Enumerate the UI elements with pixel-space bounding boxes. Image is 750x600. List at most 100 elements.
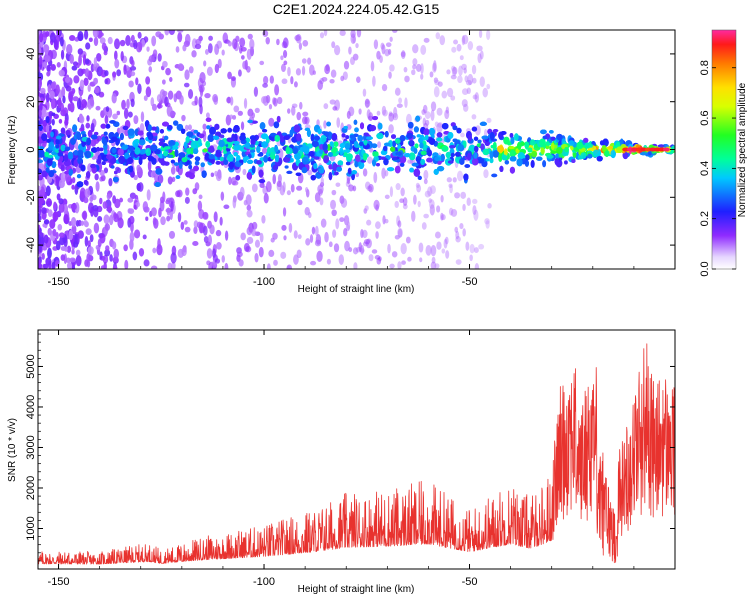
spectrogram-cell bbox=[648, 150, 652, 156]
spectrogram-cell bbox=[60, 171, 67, 183]
spectrogram-cell bbox=[459, 55, 464, 61]
spectrogram-cell bbox=[71, 177, 76, 184]
spectrogram-cell bbox=[447, 160, 454, 164]
spectrogram-cell bbox=[413, 168, 421, 177]
spectrogram-cell bbox=[210, 172, 215, 178]
spectrogram-cell bbox=[166, 207, 171, 216]
spectrogram-cell bbox=[283, 60, 288, 66]
spectrogram-cell bbox=[368, 254, 374, 262]
spectrogram-cell bbox=[130, 71, 136, 77]
spectrogram-cell bbox=[265, 95, 271, 104]
spectrogram-cell bbox=[104, 114, 109, 125]
spectrogram-cell bbox=[467, 40, 474, 51]
spectrogram-cell bbox=[84, 151, 92, 159]
snr-y-tick-label: 5000 bbox=[25, 354, 37, 378]
spectrogram-cell bbox=[38, 168, 42, 175]
spectrogram-cell bbox=[379, 55, 383, 63]
spectrogram-cell bbox=[362, 153, 368, 161]
spectrogram-cell bbox=[409, 167, 415, 173]
spectrogram-cell bbox=[68, 229, 74, 241]
spectrogram-cell bbox=[53, 39, 59, 50]
spectrogram-cell bbox=[286, 170, 293, 174]
spectrogram-cell bbox=[185, 187, 190, 196]
spectrogram-cell bbox=[433, 86, 440, 98]
spectrogram-cell bbox=[446, 87, 454, 98]
spectrogram-cell bbox=[59, 36, 64, 47]
spectrogram-y-label: Frequency (Hz) bbox=[7, 116, 18, 185]
spectrogram-cell bbox=[478, 243, 485, 250]
spectrogram-cell bbox=[94, 131, 99, 136]
spectrogram-cell bbox=[396, 103, 403, 108]
spectrogram-cell bbox=[413, 194, 417, 205]
spectrogram-cell bbox=[473, 209, 479, 221]
spectrogram-cell bbox=[147, 133, 154, 141]
spectrogram-cell bbox=[58, 118, 63, 124]
spectrogram-cell bbox=[203, 212, 209, 220]
spectrogram-cell bbox=[207, 234, 212, 246]
spectrogram-cell bbox=[286, 190, 291, 196]
spectrogram-cell bbox=[242, 60, 247, 70]
spectrogram-cell bbox=[254, 107, 260, 113]
spectrogram-cell bbox=[131, 59, 135, 67]
spectrogram-cell bbox=[477, 157, 485, 164]
spectrogram-cell bbox=[63, 154, 69, 162]
spectrogram-cell bbox=[265, 37, 270, 45]
spectrogram-cell bbox=[516, 158, 523, 167]
spectrogram-cell bbox=[269, 132, 277, 137]
spectrogram-cell bbox=[202, 123, 207, 130]
spectrogram-cell bbox=[402, 197, 408, 206]
spectrogram-cell bbox=[223, 159, 229, 165]
spectrogram-cell bbox=[207, 146, 215, 153]
spectrogram-cell bbox=[288, 222, 293, 233]
spectrogram-cell bbox=[657, 144, 665, 148]
spectrogram-cell bbox=[425, 244, 432, 256]
spectrogram-cell bbox=[445, 250, 450, 259]
spectrogram-cell bbox=[404, 97, 408, 109]
spectrogram-cell bbox=[508, 145, 515, 150]
spectrogram-cell bbox=[451, 66, 457, 77]
snr-y-tick-label: 2000 bbox=[25, 476, 37, 500]
spectrogram-cell bbox=[219, 134, 225, 138]
spectrogram-cell bbox=[309, 234, 314, 243]
spectrogram-cell bbox=[484, 218, 490, 225]
spectrogram-cell bbox=[94, 173, 99, 181]
spectrogram-y-tick-label: 20 bbox=[25, 96, 37, 108]
spectrogram-cell bbox=[436, 241, 442, 250]
spectrogram-cell bbox=[344, 240, 350, 252]
spectrogram-cell bbox=[428, 138, 436, 145]
spectrogram-cell bbox=[608, 145, 614, 150]
spectrogram-cell bbox=[70, 137, 76, 145]
spectrogram-cell bbox=[564, 160, 568, 165]
spectrogram-cell bbox=[147, 155, 155, 162]
spectrogram-cell bbox=[185, 136, 190, 144]
spectrogram-cell bbox=[383, 145, 388, 152]
spectrogram-cell bbox=[564, 146, 569, 153]
spectrogram-cell bbox=[331, 209, 337, 217]
spectrogram-cell bbox=[356, 30, 362, 38]
spectrogram-cell bbox=[427, 186, 433, 197]
spectrogram-cell bbox=[212, 259, 216, 269]
spectrogram-cell bbox=[463, 103, 469, 112]
spectrogram-cell bbox=[114, 170, 118, 175]
spectrogram-cell bbox=[183, 82, 190, 88]
spectrogram-cell bbox=[243, 199, 248, 206]
spectrogram-cell bbox=[180, 128, 186, 134]
spectrogram-cell bbox=[556, 133, 563, 141]
spectrogram-cell bbox=[359, 141, 364, 147]
spectrogram-cell bbox=[258, 246, 264, 258]
spectrogram-cell bbox=[276, 115, 281, 123]
spectrogram-cell bbox=[182, 44, 187, 52]
spectrogram-cell bbox=[215, 160, 221, 165]
spectrogram-cell bbox=[60, 127, 66, 135]
spectrogram-cell bbox=[43, 44, 50, 53]
spectrogram-cell bbox=[80, 164, 86, 172]
spectrogram-cell bbox=[423, 213, 429, 219]
spectrogram-cell bbox=[550, 142, 555, 151]
spectrogram-cell bbox=[103, 214, 110, 225]
spectrogram-cell bbox=[394, 200, 399, 209]
spectrogram-cell bbox=[109, 254, 113, 262]
spectrogram-cell bbox=[147, 124, 152, 132]
spectrogram-cell bbox=[420, 73, 424, 80]
spectrogram-cell bbox=[111, 93, 117, 104]
spectrogram-cell bbox=[116, 110, 121, 116]
